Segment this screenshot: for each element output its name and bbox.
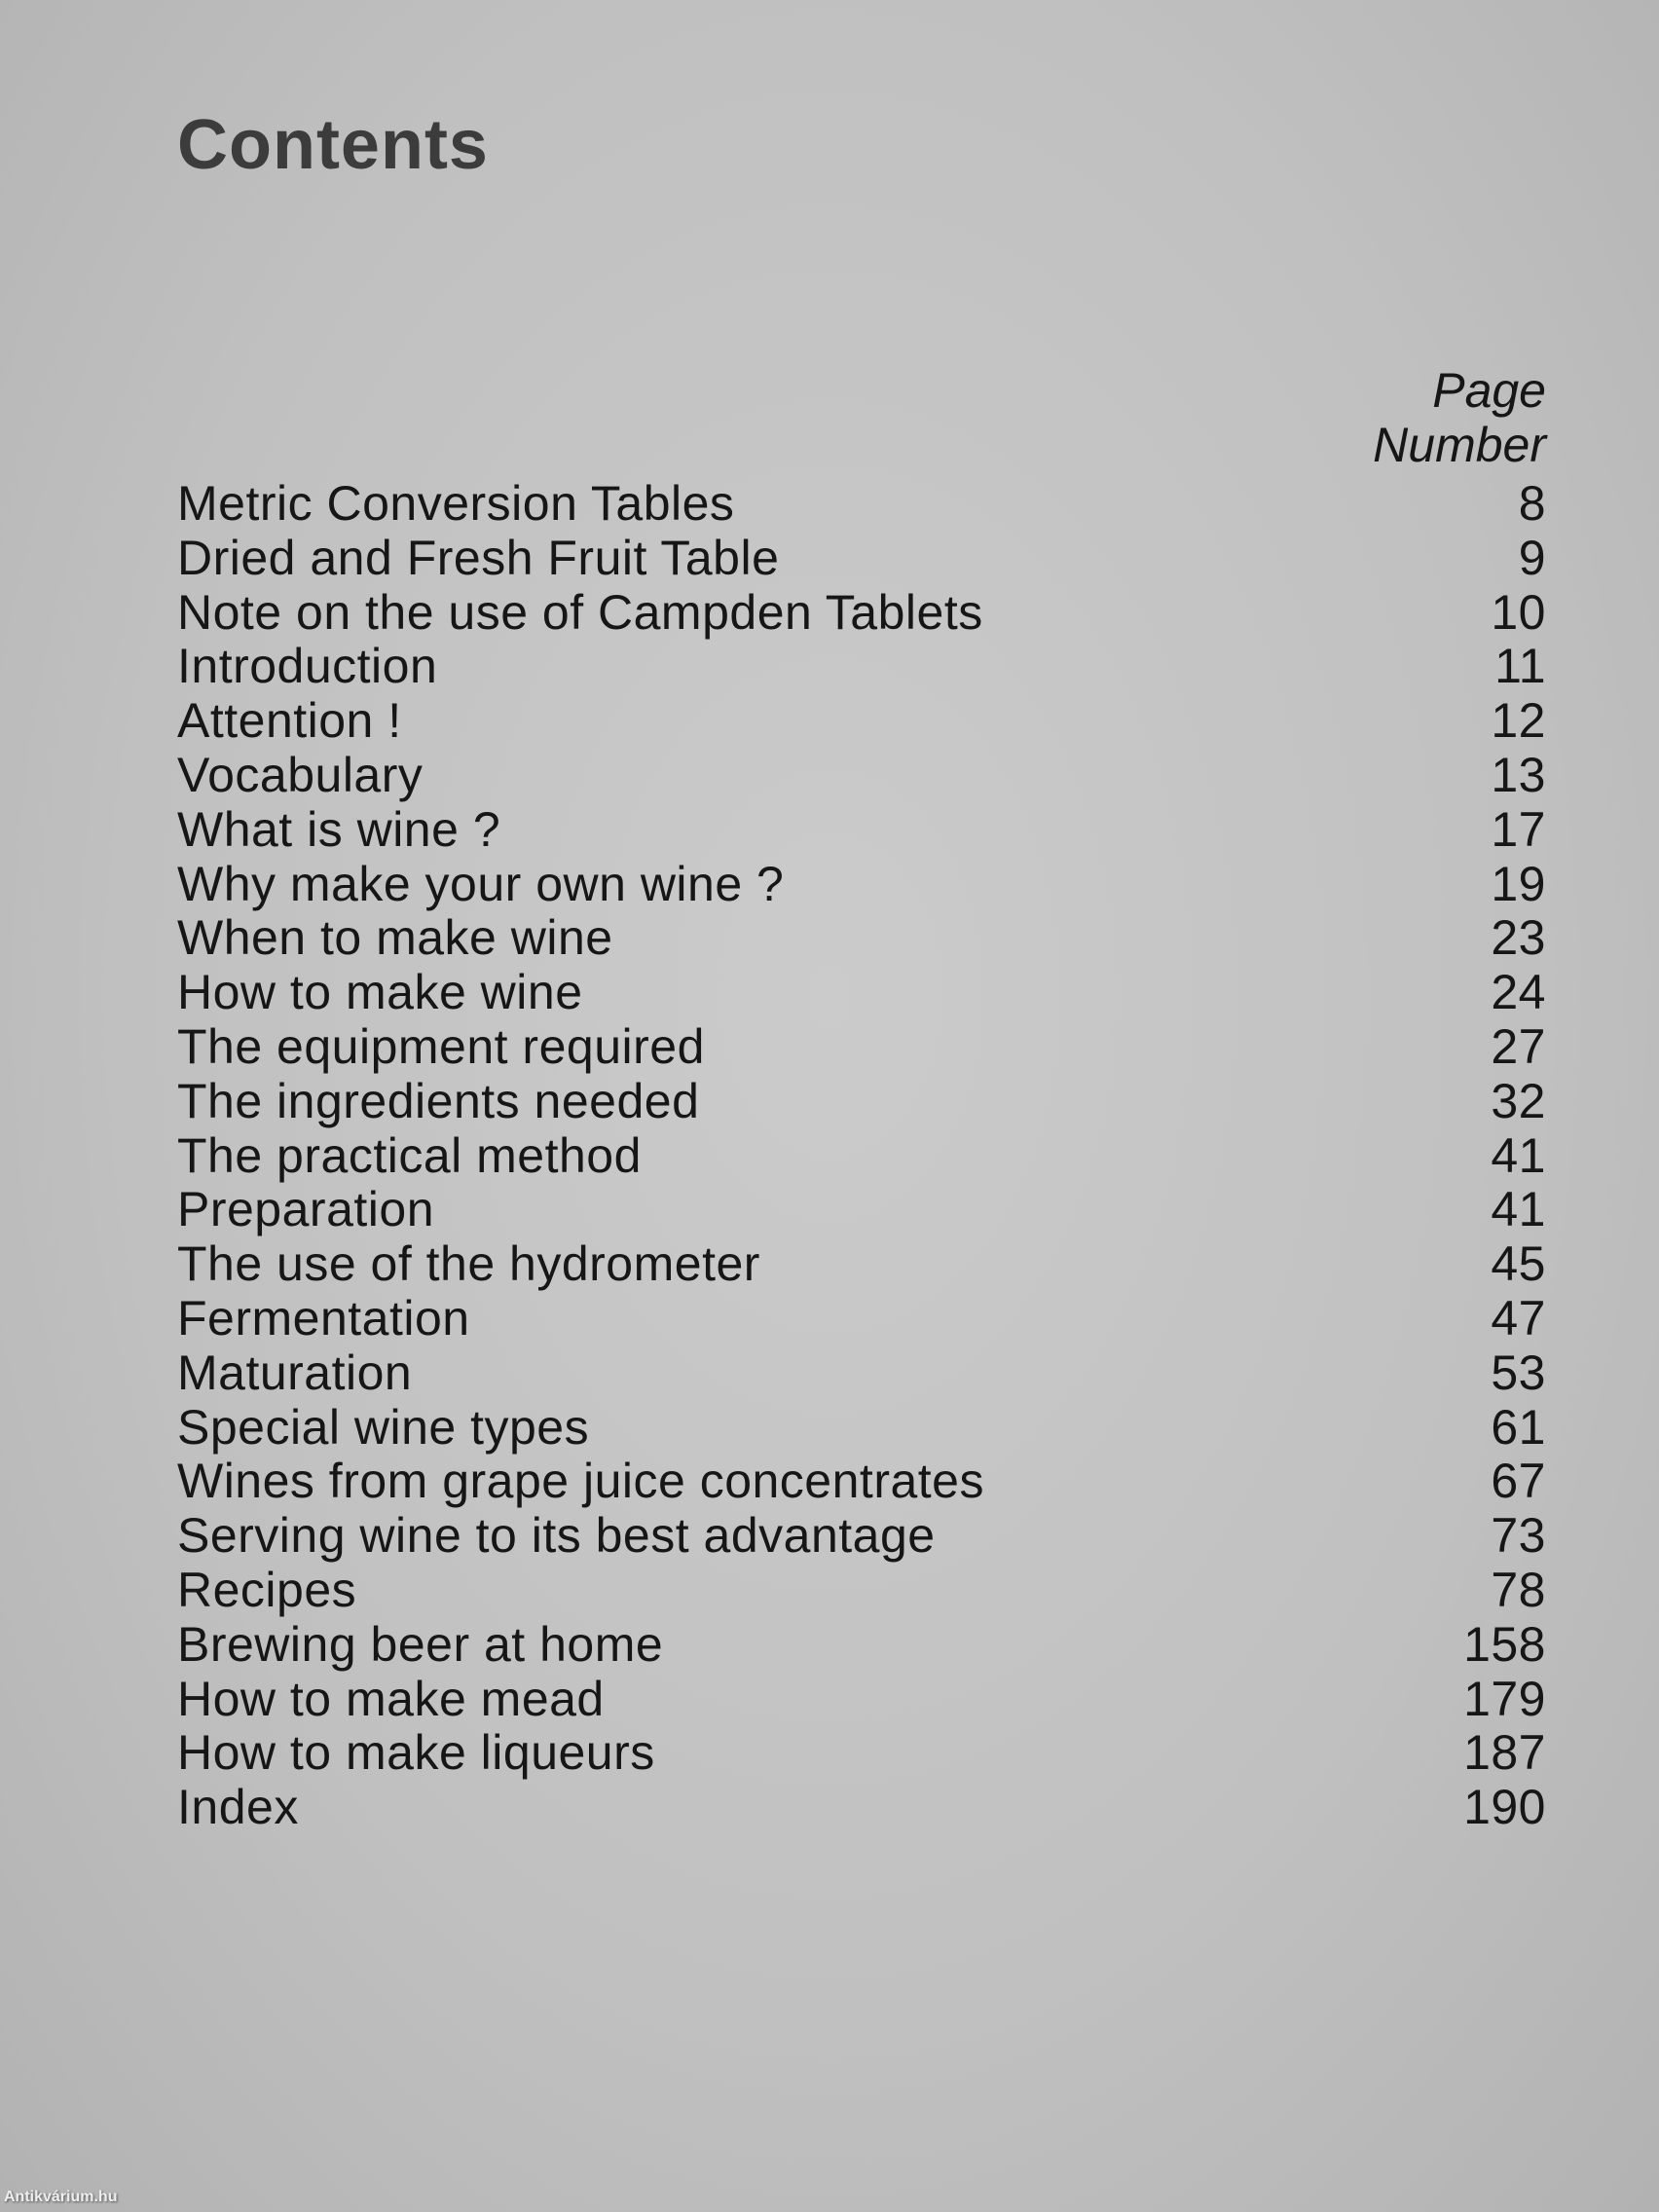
- toc-entry-title: Vocabulary: [177, 747, 424, 802]
- watermark: Antikvárium.hu: [4, 2189, 118, 2205]
- page-column-header-line2: Number: [1373, 418, 1546, 472]
- toc-entry-page: 24: [1491, 965, 1546, 1020]
- toc-entry-title: Note on the use of Campden Tablets: [177, 584, 983, 640]
- toc-entry-page: 19: [1491, 856, 1546, 911]
- toc-entry-page: 13: [1491, 747, 1546, 802]
- page-title: Contents: [177, 106, 489, 184]
- toc-entry: Wines from grape juice concentrates 67: [177, 1455, 1546, 1509]
- toc-entry-title: Maturation: [177, 1345, 413, 1400]
- toc-entry-title: Dried and Fresh Fruit Table: [177, 530, 780, 585]
- toc-entry-page: 190: [1463, 1780, 1546, 1835]
- toc-entry-title: Fermentation: [177, 1290, 470, 1346]
- toc-entry: How to make liqueurs 187: [177, 1726, 1546, 1781]
- toc-entry-title: Recipes: [177, 1562, 357, 1617]
- toc-entry: Index 190: [177, 1780, 1546, 1835]
- toc-entry: The use of the hydrometer 45: [177, 1236, 1546, 1292]
- toc-entry-title: Index: [177, 1780, 299, 1835]
- toc-entry-page: 179: [1463, 1671, 1546, 1726]
- toc-entry-title: When to make wine: [177, 910, 613, 966]
- toc-entry-page: 73: [1491, 1508, 1546, 1564]
- toc-entry: How to make mead 179: [177, 1671, 1546, 1727]
- toc-entry-page: 9: [1518, 530, 1546, 585]
- toc-entry: Metric Conversion Tables 8: [177, 476, 1546, 532]
- toc-entry-title: Brewing beer at home: [177, 1616, 664, 1672]
- toc-entry: Brewing beer at home 158: [177, 1616, 1546, 1673]
- toc-entry: What is wine ? 17: [177, 801, 1546, 858]
- toc-entry-title: Special wine types: [177, 1399, 590, 1455]
- toc-entry: Special wine types 61: [177, 1399, 1546, 1456]
- table-of-contents: Metric Conversion Tables 8 Dried and Fresh…: [177, 476, 1546, 1835]
- toc-entry: Fermentation 47: [177, 1290, 1546, 1346]
- toc-entry-page: 41: [1491, 1127, 1546, 1183]
- toc-entry-title: Wines from grape juice concentrates: [177, 1454, 984, 1509]
- toc-entry-page: 78: [1491, 1562, 1546, 1617]
- toc-entry: When to make wine 23: [177, 911, 1546, 966]
- toc-entry: Recipes 78: [177, 1562, 1546, 1618]
- toc-entry-page: 158: [1463, 1616, 1546, 1672]
- toc-entry: Why make your own wine ? 19: [177, 856, 1546, 912]
- toc-entry-page: 23: [1491, 910, 1546, 966]
- toc-entry: Preparation 41: [177, 1183, 1546, 1237]
- toc-entry-title: The equipment required: [177, 1018, 705, 1074]
- toc-entry-title: What is wine ?: [177, 801, 501, 857]
- toc-entry-page: 67: [1491, 1454, 1546, 1509]
- toc-entry: Vocabulary 13: [177, 747, 1546, 803]
- toc-entry-title: Attention !: [177, 693, 402, 749]
- toc-entry-title: How to make liqueurs: [177, 1725, 655, 1781]
- toc-entry: Serving wine to its best advantage 73: [177, 1508, 1546, 1564]
- toc-entry: The equipment required 27: [177, 1018, 1546, 1075]
- toc-entry-page: 10: [1491, 584, 1546, 640]
- toc-entry-page: 27: [1491, 1018, 1546, 1074]
- toc-entry-title: How to make wine: [177, 965, 583, 1020]
- toc-entry-title: Metric Conversion Tables: [177, 476, 735, 531]
- toc-entry-page: 11: [1494, 639, 1546, 694]
- toc-entry-title: Introduction: [177, 639, 438, 694]
- toc-entry: Introduction 11: [177, 640, 1546, 694]
- toc-entry-title: How to make mead: [177, 1671, 605, 1726]
- toc-entry-page: 32: [1491, 1073, 1546, 1128]
- toc-entry-page: 17: [1491, 801, 1546, 857]
- toc-entry-page: 41: [1491, 1182, 1546, 1237]
- toc-entry-page: 47: [1491, 1290, 1546, 1346]
- toc-entry: Note on the use of Campden Tablets 10: [177, 584, 1546, 641]
- toc-entry-title: The ingredients needed: [177, 1073, 700, 1128]
- toc-entry-page: 53: [1491, 1345, 1546, 1400]
- toc-entry-page: 45: [1491, 1236, 1546, 1292]
- toc-entry-title: Serving wine to its best advantage: [177, 1508, 936, 1564]
- toc-entry: Dried and Fresh Fruit Table 9: [177, 530, 1546, 586]
- toc-entry-title: The practical method: [177, 1127, 642, 1183]
- toc-entry: Attention ! 12: [177, 693, 1546, 749]
- toc-entry-title: Why make your own wine ?: [177, 856, 785, 911]
- toc-entry-title: The use of the hydrometer: [177, 1236, 760, 1292]
- toc-entry: The practical method 41: [177, 1127, 1546, 1184]
- toc-entry: The ingredients needed 32: [177, 1073, 1546, 1129]
- toc-entry-page: 8: [1518, 476, 1546, 531]
- page-column-header-line1: Page: [1432, 363, 1546, 418]
- toc-entry-page: 61: [1491, 1399, 1546, 1455]
- toc-entry: Maturation 53: [177, 1346, 1546, 1401]
- toc-entry-page: 187: [1463, 1725, 1546, 1781]
- toc-entry: How to make wine 24: [177, 965, 1546, 1020]
- toc-entry-page: 12: [1491, 693, 1546, 749]
- toc-entry-title: Preparation: [177, 1182, 434, 1237]
